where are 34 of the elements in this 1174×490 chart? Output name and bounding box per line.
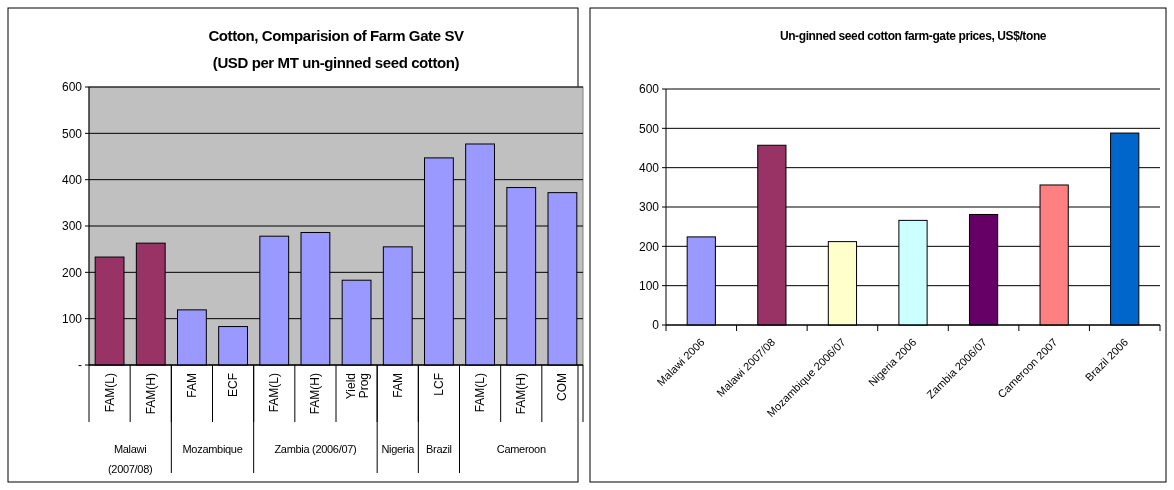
y-tick-label: 200 [638,239,660,254]
text: Brazil [426,443,452,455]
x-tick-label: ECF [226,373,241,397]
y-tick-label: 0 [652,318,660,333]
x-tick-label: FAM(L) [102,373,117,413]
text: Zambia (2006/07) [274,443,357,455]
y-tick-label: 600 [61,80,83,95]
y-tick-label: 200 [61,265,83,280]
x-tick-label: FAM(L) [267,373,282,413]
x-tick-label: FAM(H) [308,373,323,415]
text: Nigeria [381,443,416,455]
y-tick-label: 300 [638,200,660,215]
y-tick-label: 500 [638,121,660,136]
y-tick-label: 500 [61,126,83,141]
y-tick-label: - [78,358,82,373]
x-tick-label: COM [555,373,570,401]
y-tick-label: 100 [61,311,83,326]
x-tick-label: FAM [184,373,199,398]
x-tick-label: Yield Prog [343,373,371,400]
y-tick-label: 400 [61,172,83,187]
x-tick-label: FAM(H) [514,373,529,415]
y-tick-label: 600 [638,82,660,97]
text: Cameroon [496,443,546,455]
chart-title: Cotton, Comparision of Farm Gate SV (USD per MT un-ginned seed cotton) [208,27,464,71]
y-tick-label: 400 [638,160,660,175]
text: Malawi (2007/08) [107,443,153,475]
x-tick-label: LCF [431,373,446,396]
y-tick-label: 300 [61,219,83,234]
x-tick-label: FAM(H) [143,373,158,415]
text: Mozambique [182,443,243,455]
y-tick-label: 100 [638,278,660,293]
x-tick-label: FAM [390,373,405,398]
chart-title: Un-ginned seed cotton farm-gate prices, US$/tone [779,29,1047,43]
x-tick-label: FAM(L) [473,373,488,413]
